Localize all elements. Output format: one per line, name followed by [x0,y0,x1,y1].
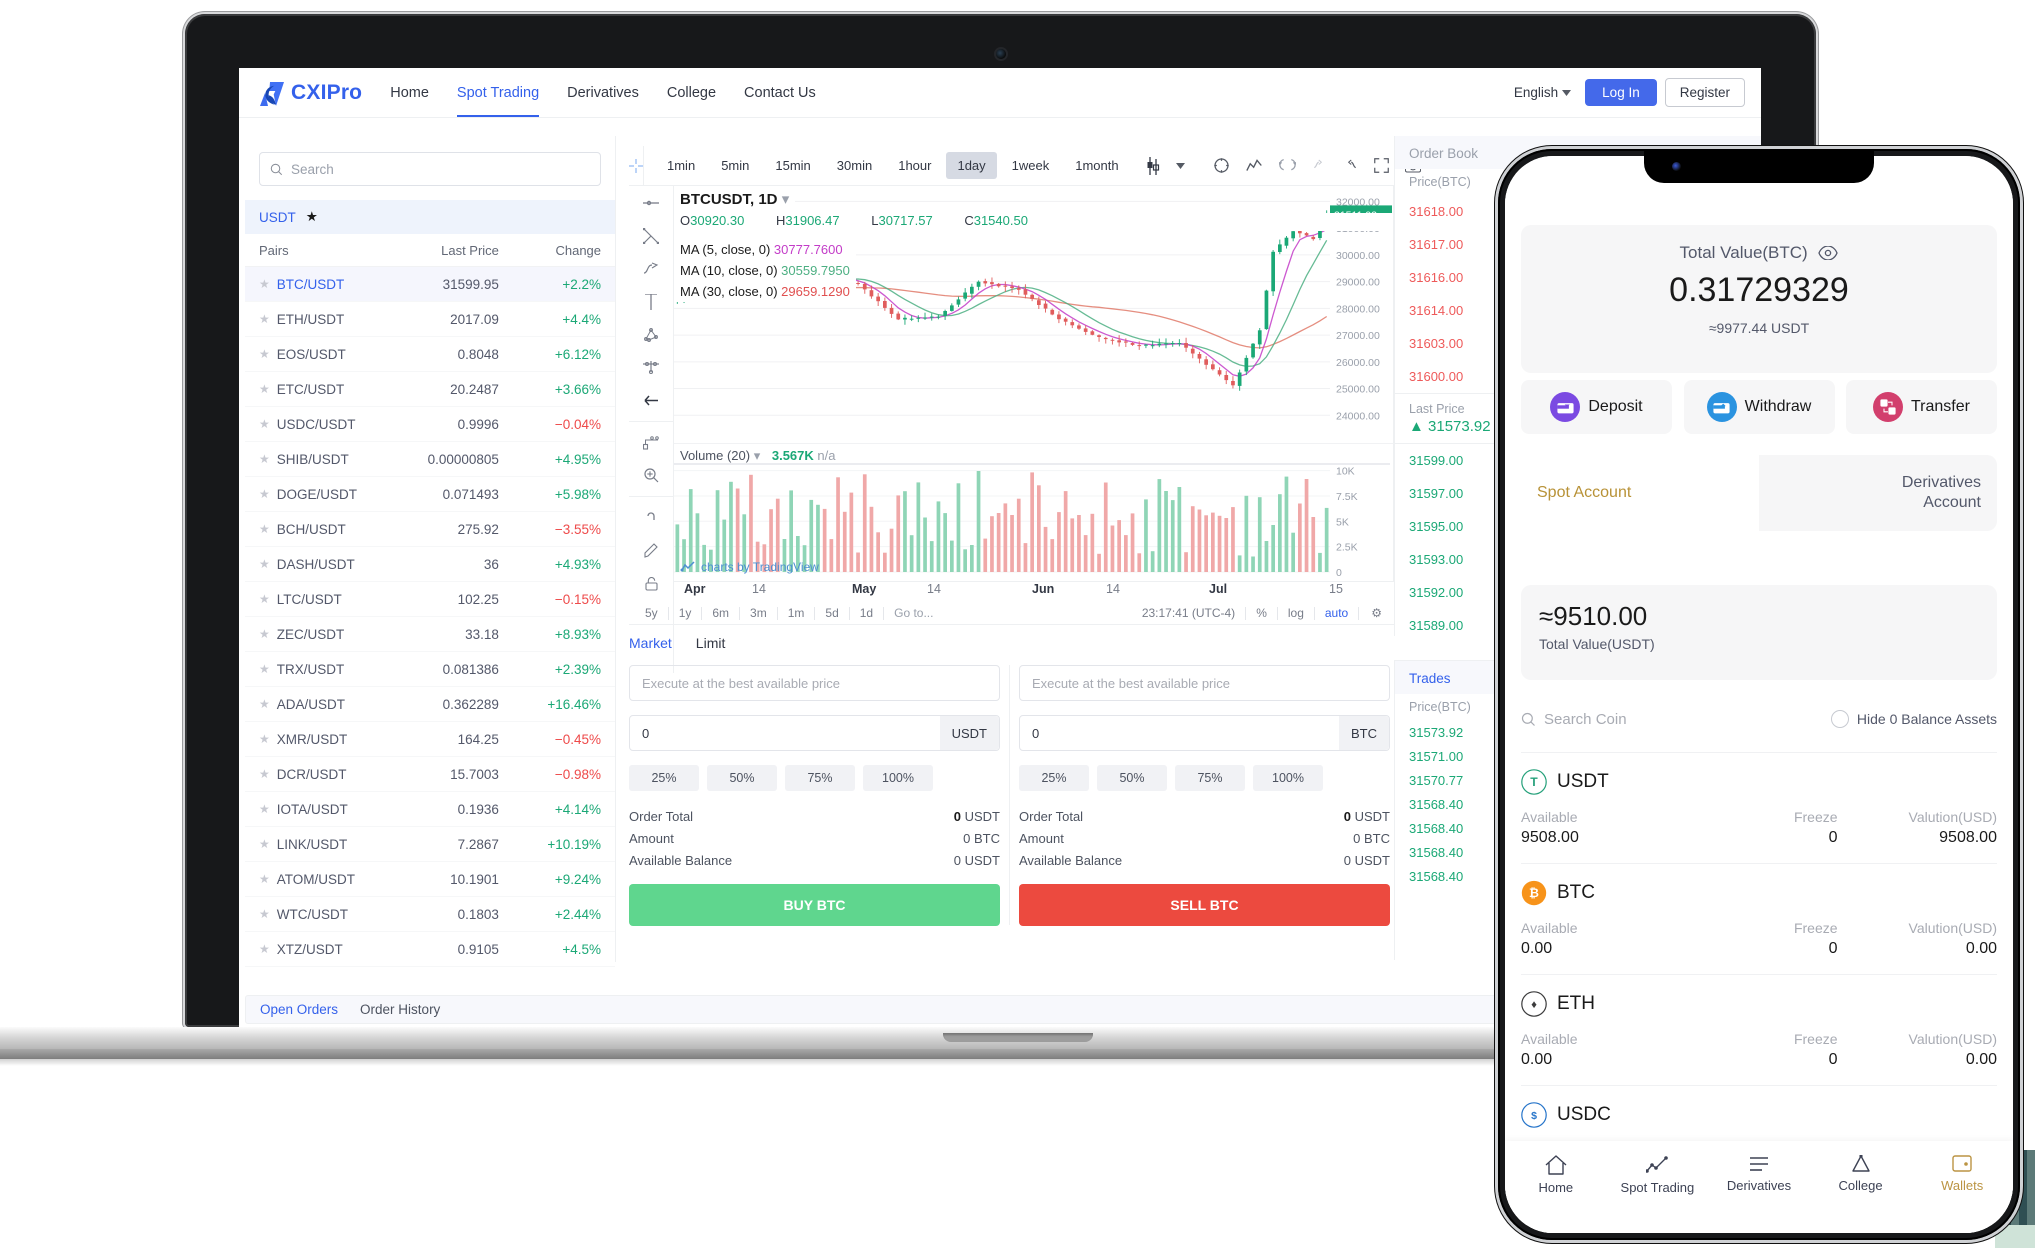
svg-text:T: T [1530,775,1538,789]
svg-text:7.5K: 7.5K [1336,491,1358,503]
svg-text:2.5K: 2.5K [1336,542,1358,554]
svg-text:10K: 10K [1336,466,1355,478]
svg-text:24000.00: 24000.00 [1336,410,1380,422]
svg-text:♦: ♦ [1531,999,1537,1011]
svg-text:30000.00: 30000.00 [1336,250,1380,262]
svg-text:$: $ [1531,1110,1537,1122]
svg-text:26000.00: 26000.00 [1336,357,1380,369]
svg-text:28000.00: 28000.00 [1336,303,1380,315]
svg-text:0: 0 [1336,567,1342,579]
svg-text:5K: 5K [1336,516,1349,528]
svg-text:25000.00: 25000.00 [1336,384,1380,396]
svg-text:₿: ₿ [1529,886,1539,900]
svg-text:27000.00: 27000.00 [1336,330,1380,342]
svg-text:29000.00: 29000.00 [1336,277,1380,289]
